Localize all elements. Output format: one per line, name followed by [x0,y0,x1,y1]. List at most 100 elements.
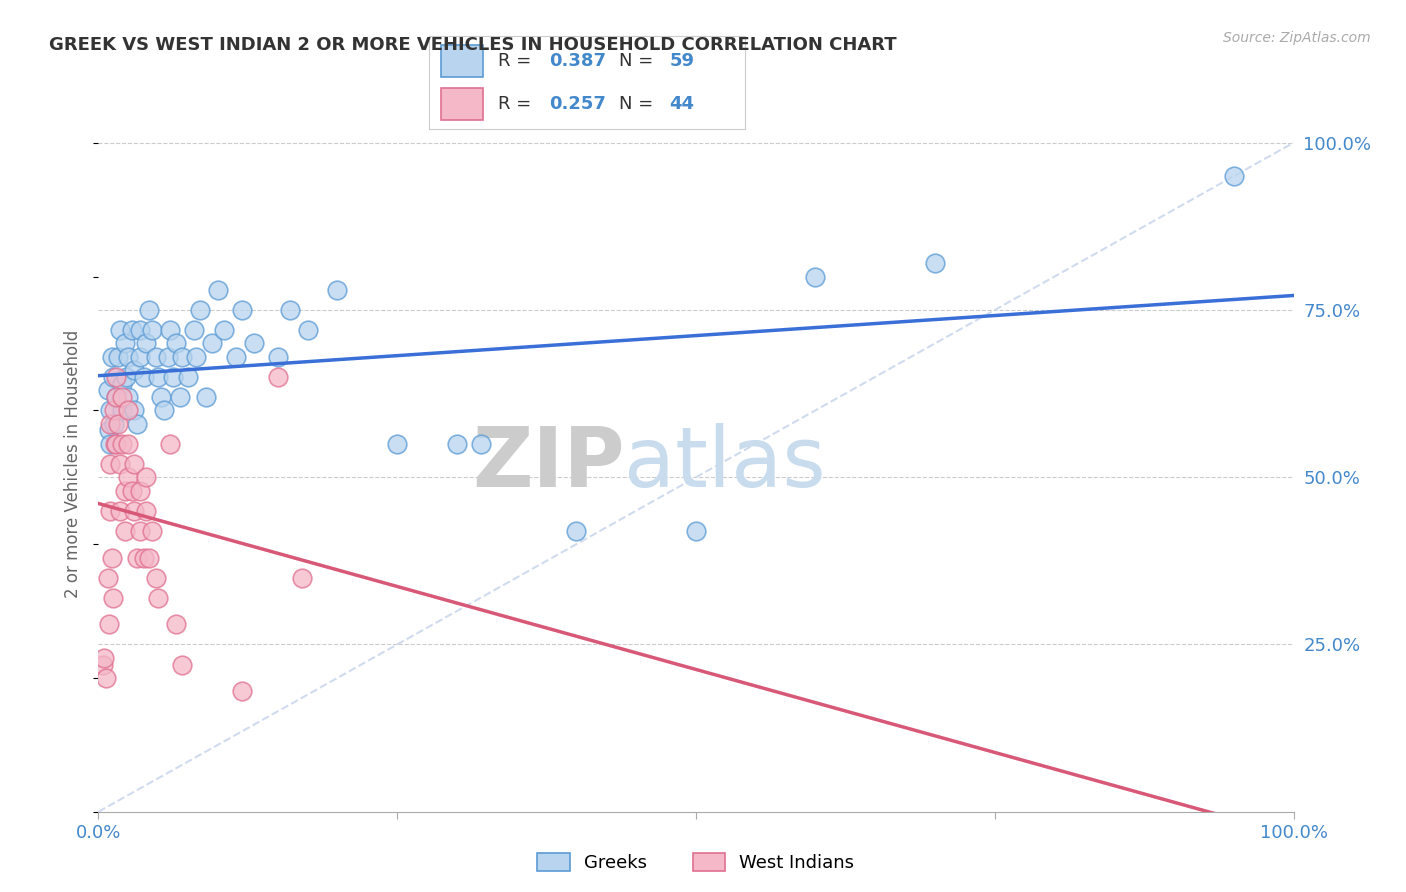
Point [105,390,128,404]
Point [98,503,122,517]
Text: ZIP: ZIP [472,424,624,504]
Point [129,483,152,498]
Point [108,503,131,517]
Point [278,303,301,318]
Point [145,350,167,364]
Point [108,457,131,471]
Point [804,269,827,284]
Point [108,323,131,337]
Point [101,591,124,605]
Point [98,436,122,450]
Point [267,369,290,384]
Point [169,390,191,404]
Bar [441,88,482,120]
Point [149,390,172,404]
Point [117,436,139,450]
Point [1222,169,1246,184]
Point [141,323,163,337]
Point [159,436,181,450]
Point [291,571,314,585]
Point [115,369,138,384]
Point [135,470,157,484]
Point [121,323,143,337]
Point [145,571,167,585]
Point [125,550,148,565]
Point [243,336,266,351]
Point [117,390,139,404]
Y-axis label: 2 or more Vehicles in Household: 2 or more Vehicles in Household [65,330,83,598]
Point [105,369,128,384]
Point [98,617,121,632]
Point [153,403,176,417]
Point [124,363,146,377]
Text: 0.257: 0.257 [548,95,606,113]
Point [446,436,468,450]
Text: GREEK VS WEST INDIAN 2 OR MORE VEHICLES IN HOUSEHOLD CORRELATION CHART: GREEK VS WEST INDIAN 2 OR MORE VEHICLES … [49,36,897,54]
Point [177,369,200,384]
Point [186,350,208,364]
Point [105,436,128,450]
Point [165,617,187,632]
Point [98,417,122,431]
Point [117,350,139,364]
Point [148,591,170,605]
Text: N =: N = [619,52,658,70]
Point [231,303,253,318]
Bar [441,45,482,77]
Point [103,417,125,431]
Point [129,323,152,337]
Point [201,336,224,351]
Text: 0.387: 0.387 [548,52,606,70]
Point [91,657,114,672]
Text: R =: R = [499,95,537,113]
Point [124,457,146,471]
Point [107,350,129,364]
Point [162,369,184,384]
Point [138,303,160,318]
Text: R =: R = [499,52,537,70]
Point [135,336,157,351]
Point [470,436,492,450]
Point [124,403,146,417]
Point [104,436,127,450]
Point [183,323,205,337]
Point [114,524,136,538]
Point [212,323,235,337]
Point [172,657,194,672]
Point [103,403,125,417]
Point [148,369,170,384]
Point [97,384,120,398]
Point [135,503,157,517]
Point [100,550,122,565]
Text: N =: N = [619,95,658,113]
Point [297,323,319,337]
Point [188,303,211,318]
Point [172,350,194,364]
Point [156,350,179,364]
Point [165,336,187,351]
Point [98,403,122,417]
Point [105,390,128,404]
Point [141,524,163,538]
Point [97,571,120,585]
Point [194,390,218,404]
Point [101,369,124,384]
Point [114,483,136,498]
Point [159,323,181,337]
Point [100,350,122,364]
Point [565,524,588,538]
Point [111,436,134,450]
Point [117,470,139,484]
Point [111,376,134,391]
Text: Source: ZipAtlas.com: Source: ZipAtlas.com [1223,31,1371,45]
Point [98,424,121,438]
Point [924,256,946,270]
Point [207,283,229,297]
Point [267,350,290,364]
Point [107,417,129,431]
Point [111,390,134,404]
Point [129,524,152,538]
Text: 59: 59 [669,52,695,70]
Point [114,336,136,351]
Text: 44: 44 [669,95,695,113]
